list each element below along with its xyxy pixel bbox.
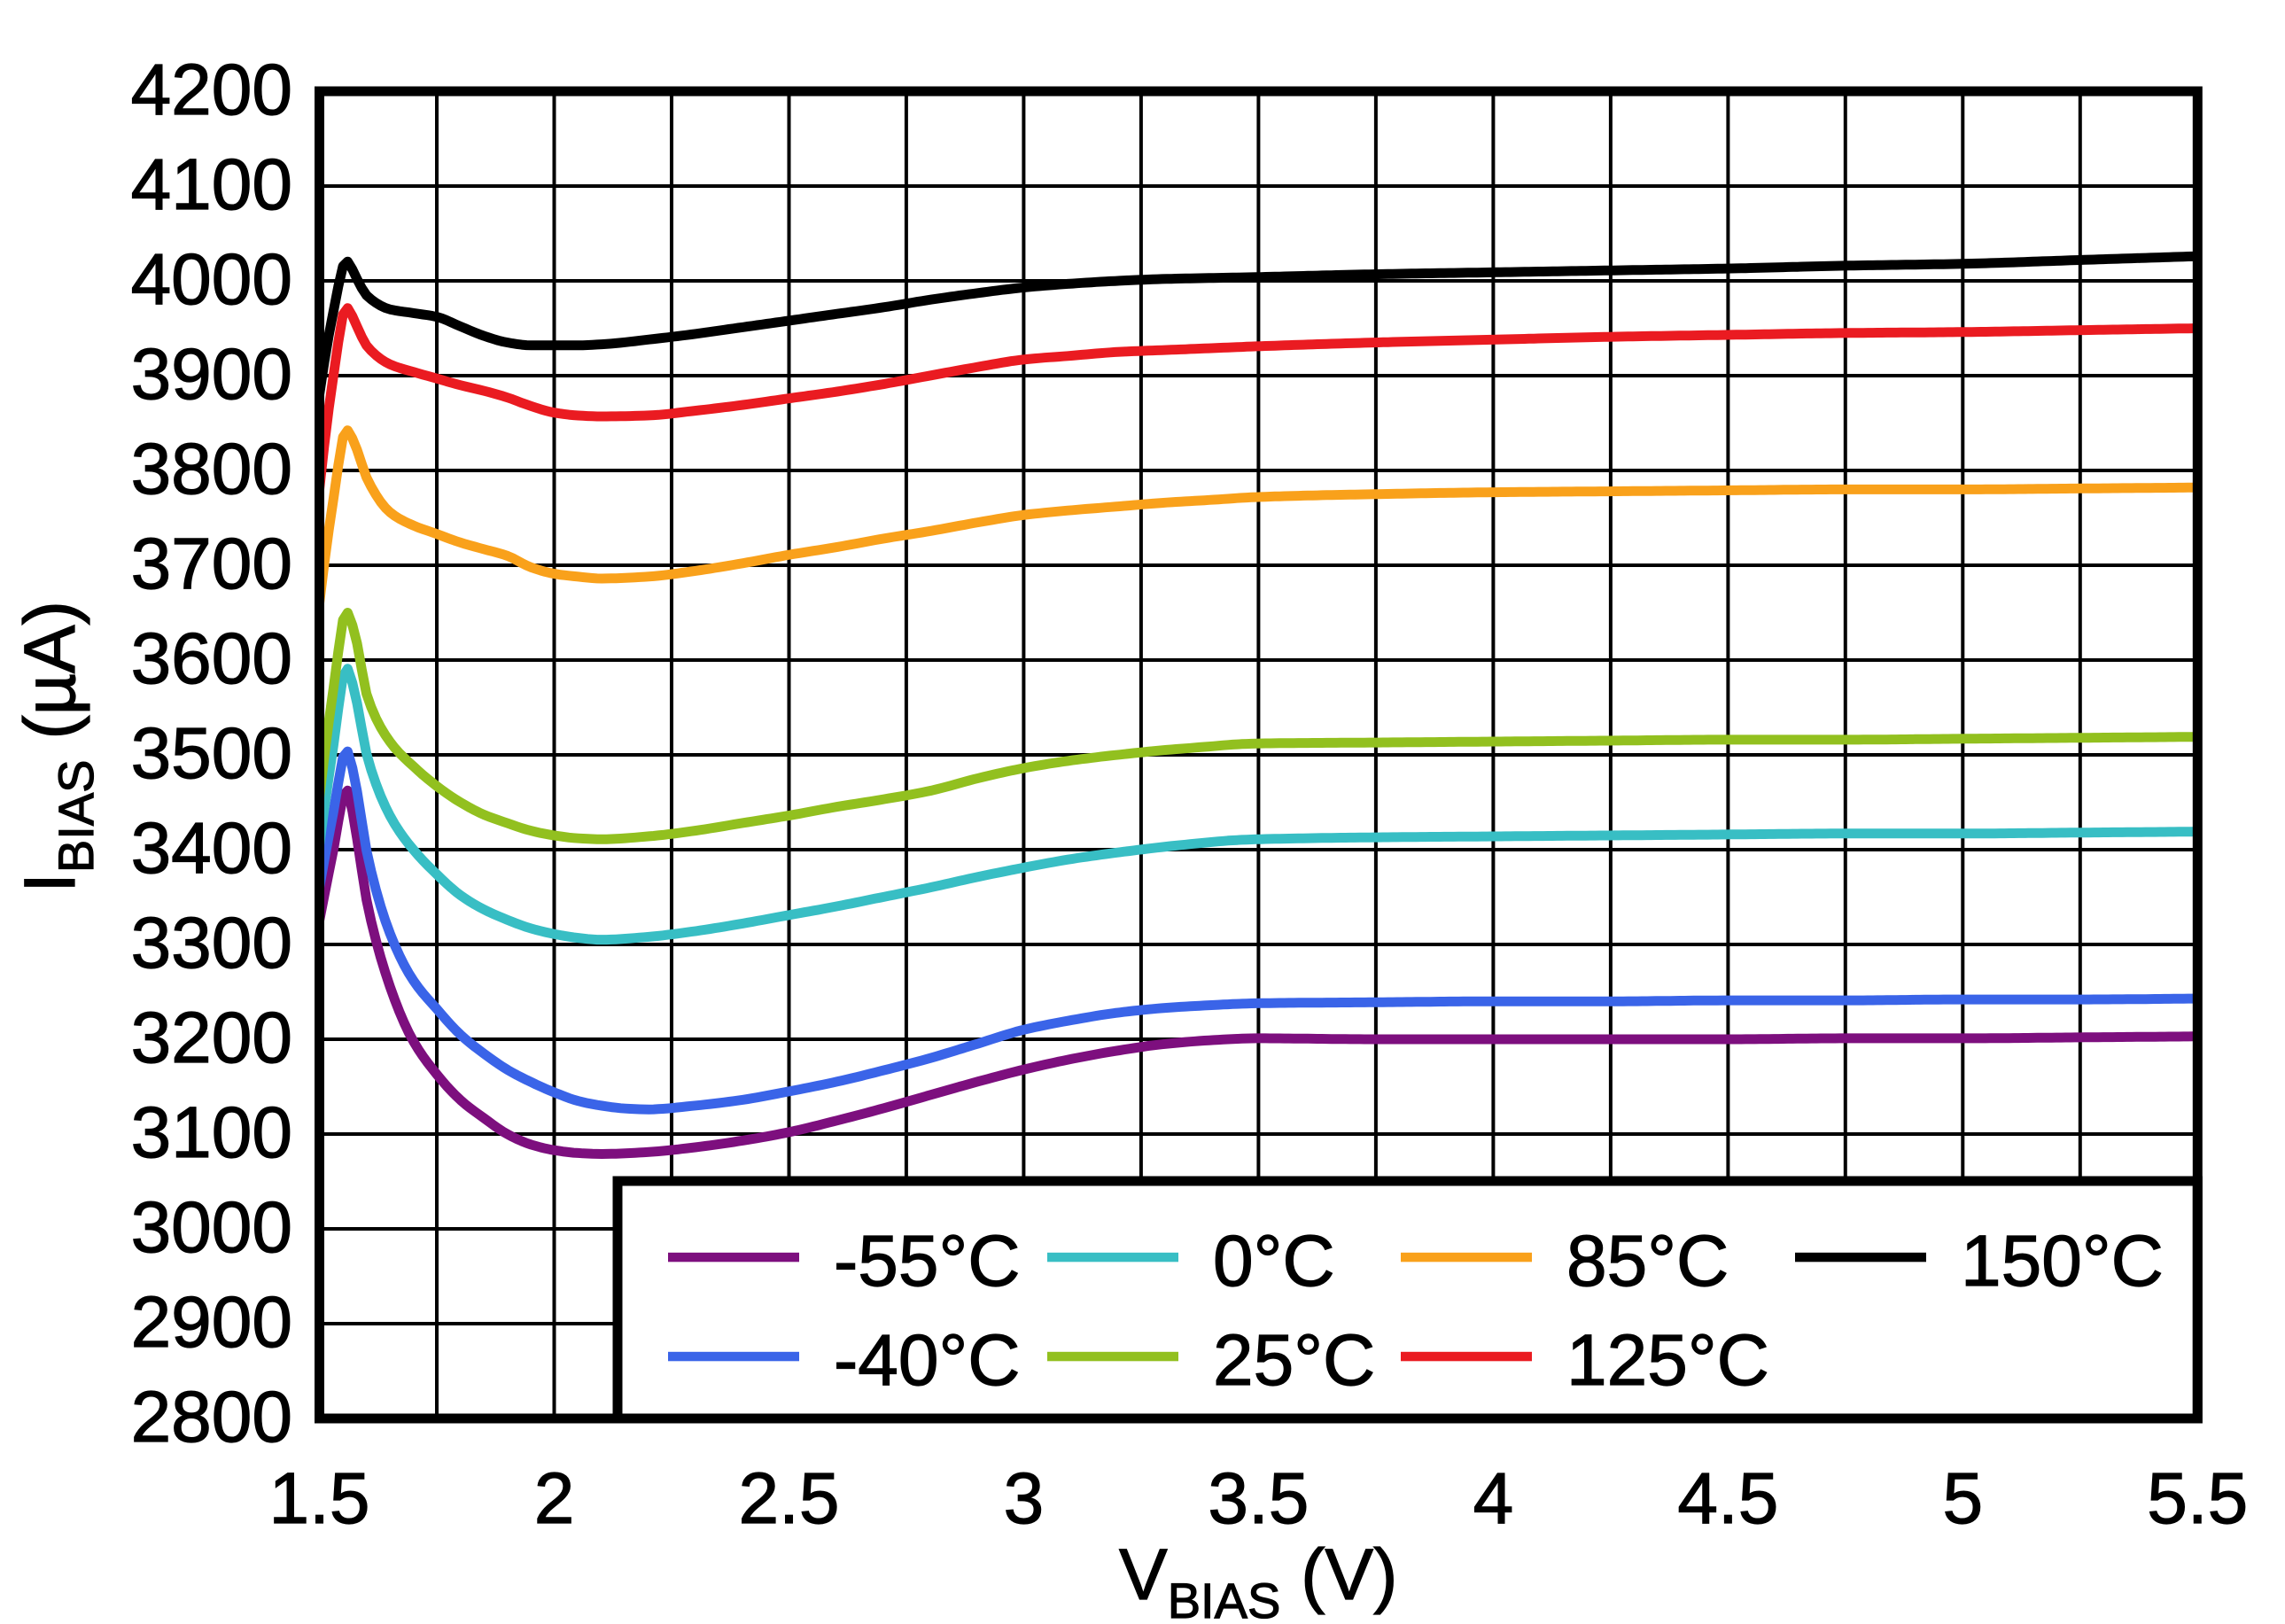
svg-text:3900: 3900 xyxy=(131,334,292,415)
svg-text:3200: 3200 xyxy=(131,998,292,1078)
svg-text:3100: 3100 xyxy=(131,1092,292,1173)
svg-text:85°C: 85°C xyxy=(1566,1221,1729,1302)
svg-text:3600: 3600 xyxy=(131,618,292,699)
svg-text:3300: 3300 xyxy=(131,903,292,983)
svg-text:150°C: 150°C xyxy=(1961,1221,2164,1302)
svg-text:1.5: 1.5 xyxy=(269,1458,370,1539)
svg-text:-40°C: -40°C xyxy=(834,1320,1021,1401)
svg-text:3: 3 xyxy=(1004,1458,1045,1539)
svg-text:4000: 4000 xyxy=(131,239,292,320)
svg-text:4: 4 xyxy=(1473,1458,1514,1539)
svg-text:25°C: 25°C xyxy=(1213,1320,1375,1401)
svg-text:4100: 4100 xyxy=(131,144,292,225)
svg-text:4200: 4200 xyxy=(131,50,292,130)
svg-text:3800: 3800 xyxy=(131,429,292,509)
svg-text:3500: 3500 xyxy=(131,713,292,794)
svg-text:3000: 3000 xyxy=(131,1187,292,1268)
svg-text:5: 5 xyxy=(1942,1458,1983,1539)
svg-text:3700: 3700 xyxy=(131,524,292,604)
svg-text:2900: 2900 xyxy=(131,1282,292,1363)
svg-text:4.5: 4.5 xyxy=(1677,1458,1778,1539)
svg-text:2: 2 xyxy=(534,1458,575,1539)
svg-text:-55°C: -55°C xyxy=(834,1221,1021,1302)
svg-text:2.5: 2.5 xyxy=(739,1458,840,1539)
svg-text:125°C: 125°C xyxy=(1566,1320,1769,1401)
svg-text:3400: 3400 xyxy=(131,808,292,889)
svg-text:2800: 2800 xyxy=(131,1377,292,1457)
svg-text:3.5: 3.5 xyxy=(1208,1458,1309,1539)
svg-text:0°C: 0°C xyxy=(1213,1221,1335,1302)
svg-text:IBIAS (µA): IBIAS (µA) xyxy=(10,601,104,893)
svg-text:5.5: 5.5 xyxy=(2147,1458,2248,1539)
